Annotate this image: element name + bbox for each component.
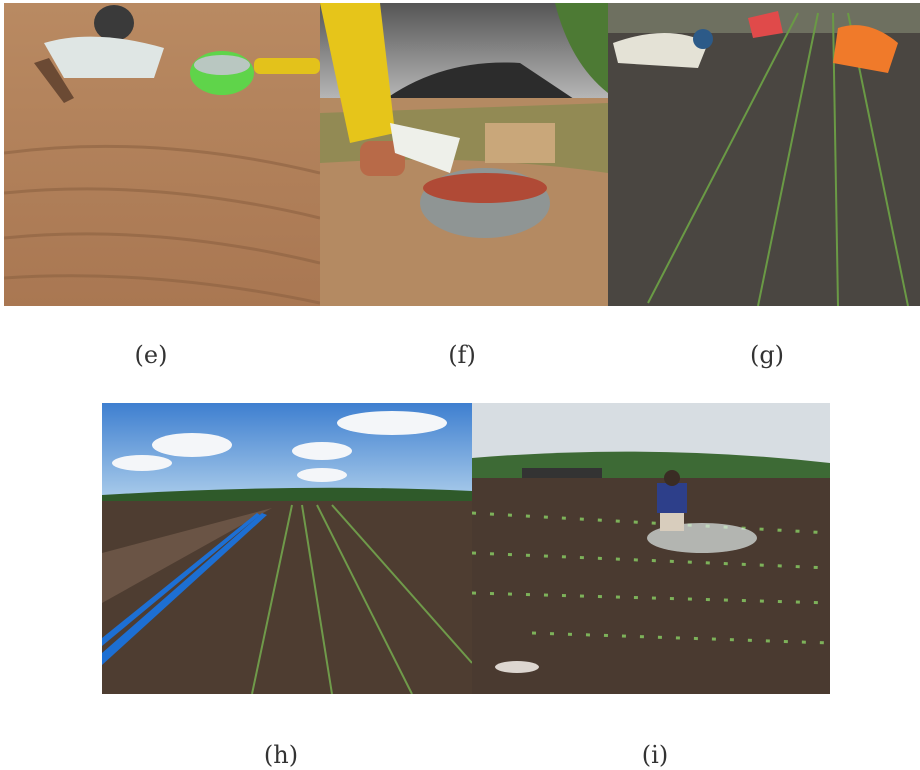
photo-planting-rows	[608, 3, 920, 306]
photo-irrigation	[102, 403, 472, 694]
panel-label: (e)	[134, 341, 168, 369]
photo-spraying	[472, 403, 830, 694]
panel-label: (i)	[641, 741, 669, 769]
panel-label: (g)	[749, 341, 785, 369]
panel-label: (f)	[448, 341, 476, 369]
photo-seed-treatment	[320, 3, 608, 306]
panel-label: (h)	[263, 741, 299, 769]
photo-sowing	[4, 3, 320, 306]
